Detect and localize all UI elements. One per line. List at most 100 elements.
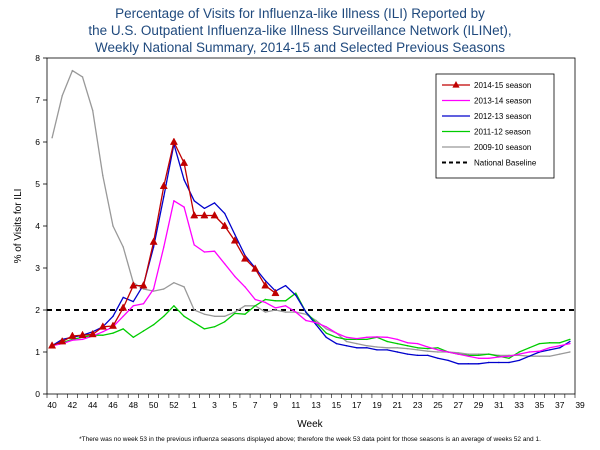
data-point-2011-12-season [345,338,348,341]
data-point-2012-13-season [183,179,185,181]
data-point-2014-15-season [139,281,148,289]
data-point-2009-10-season [427,350,429,352]
data-point-2009-10-season [51,137,53,139]
data-point-2012-13-season [548,349,551,351]
data-point-2011-12-season [528,347,531,349]
data-point-2012-13-season [437,357,439,359]
data-point-2013-14-season [183,206,185,208]
y-tick-label: 1 [35,347,40,357]
x-tick-label: 39 [575,400,585,410]
data-point-2012-13-season [122,296,124,299]
legend-box [435,73,555,179]
data-point-2013-14-season [122,315,124,317]
data-point-2009-10-season [416,349,419,351]
data-point-2012-13-season [366,347,368,349]
data-point-2011-12-season [538,342,541,345]
data-point-2011-12-season [366,338,368,341]
data-point-2012-13-season [528,355,531,357]
data-point-2009-10-season [163,288,165,290]
data-point-2009-10-season [284,311,287,313]
x-tick-label: 5 [232,400,237,410]
data-point-2009-10-season [406,347,409,350]
data-point-2009-10-season [122,246,124,248]
data-point-2013-14-season [538,350,541,352]
x-tick-label: 3 [212,400,217,410]
y-axis-title: % of Visits for ILI [13,189,24,264]
legend-label-2011-12-season: 2011-12 season [474,128,531,137]
data-point-2011-12-season [163,315,165,317]
x-tick-label: 21 [393,400,403,410]
data-point-2013-14-season [284,305,287,307]
data-point-2012-13-season [305,311,307,313]
data-point-2013-14-season [223,263,226,265]
x-tick-label: 31 [494,400,504,410]
data-point-2013-14-season [132,305,135,307]
x-axis: 40 42 44 46 48 50 52 1 3 5 7 9 11 13 15 17 19 21 23 25 27 29 3… [46,394,585,410]
data-point-2013-14-season [142,303,145,305]
data-point-2011-12-season [325,332,327,334]
data-point-2011-12-season [274,300,277,302]
x-tick-label: 25 [433,400,443,410]
data-point-2009-10-season [244,305,246,307]
data-point-2011-12-season [234,312,236,315]
y-tick-label: 3 [35,263,40,273]
data-point-2009-10-season [548,355,551,357]
data-point-2014-15-season [58,336,67,345]
data-point-2013-14-season [437,349,439,351]
data-point-2013-14-season [264,301,267,304]
data-point-2011-12-season [193,321,195,324]
y-tick-label: 7 [35,95,40,105]
x-tick-label: 48 [129,400,139,410]
data-point-2013-14-season [457,353,459,355]
data-point-2011-12-season [295,292,297,294]
data-point-2011-12-season [112,332,114,334]
data-point-2013-14-season [274,307,277,309]
data-point-2009-10-season [325,328,327,330]
data-point-2014-15-season [68,331,77,339]
data-point-2012-13-season [569,340,571,343]
data-point-2012-13-season [559,347,561,349]
data-point-2014-15-season [230,236,239,244]
data-point-2013-14-season [152,288,155,290]
y-tick-label: 5 [35,179,40,189]
x-tick-label: 29 [474,400,484,410]
y-tick-label: 0 [35,389,40,399]
y-tick-label: 2 [35,305,40,315]
data-point-2009-10-season [112,225,114,227]
chart-title-line-1: Percentage of Visits for Influenza-like … [115,6,485,21]
data-point-2011-12-season [508,357,510,359]
data-point-2009-10-season [467,353,470,355]
data-point-2009-10-season [477,353,480,355]
data-point-2012-13-season [284,284,287,287]
x-tick-label: 15 [332,400,342,410]
data-point-2013-14-season [254,298,256,301]
data-point-2009-10-season [142,288,145,290]
data-point-2013-14-season [508,355,510,357]
x-tick-label: 11 [291,400,300,410]
data-point-2013-14-season [548,347,551,349]
data-point-2013-14-season [416,342,419,345]
x-tick-label: 33 [514,400,524,410]
data-point-2011-12-season [213,326,216,328]
data-point-2012-13-season [386,349,388,351]
data-point-2009-10-season [102,174,104,177]
data-point-2014-15-season [200,210,209,219]
data-point-2013-14-season [386,336,388,338]
x-tick-label: 52 [169,400,179,410]
data-point-2014-15-season [169,137,178,145]
data-point-2012-13-season [416,354,419,357]
data-point-2011-12-season [132,336,135,338]
data-point-2014-15-season [261,281,270,289]
data-point-2012-13-season [132,300,135,303]
data-point-2011-12-season [264,298,267,301]
x-tick-label: 1 [192,400,197,410]
data-point-2009-10-season [91,109,94,112]
data-point-2013-14-season [325,326,327,328]
data-point-2014-15-season [48,341,57,349]
data-point-2009-10-season [305,313,307,315]
data-point-2013-14-season [498,356,500,358]
data-point-2013-14-season [518,353,520,355]
data-point-2014-15-season [220,221,229,229]
data-point-2013-14-season [406,342,409,344]
data-point-2012-13-season [223,212,226,215]
